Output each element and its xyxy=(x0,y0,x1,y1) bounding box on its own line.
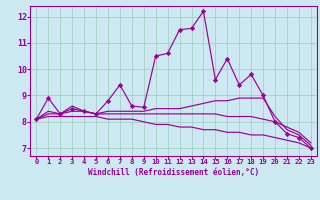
X-axis label: Windchill (Refroidissement éolien,°C): Windchill (Refroidissement éolien,°C) xyxy=(88,168,259,177)
